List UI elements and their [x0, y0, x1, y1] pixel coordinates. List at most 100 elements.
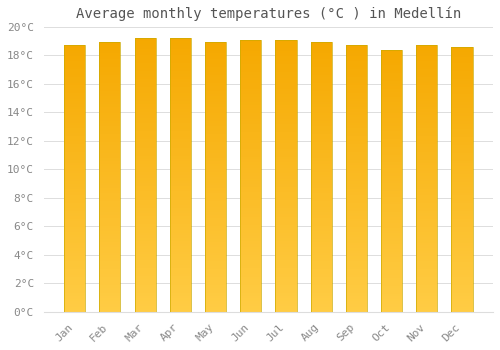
Bar: [205, 261, 226, 264]
Bar: [240, 173, 262, 176]
Bar: [310, 288, 332, 290]
Bar: [205, 118, 226, 121]
Bar: [276, 176, 296, 178]
Bar: [381, 120, 402, 123]
Bar: [310, 304, 332, 307]
Bar: [64, 293, 85, 296]
Bar: [64, 195, 85, 197]
Bar: [64, 290, 85, 293]
Bar: [452, 248, 472, 251]
Bar: [346, 77, 367, 80]
Bar: [346, 120, 367, 122]
Bar: [416, 282, 438, 285]
Bar: [276, 162, 296, 165]
Bar: [205, 134, 226, 137]
Bar: [100, 169, 120, 172]
Bar: [134, 98, 156, 101]
Bar: [276, 94, 296, 97]
Bar: [240, 59, 262, 61]
Bar: [64, 200, 85, 203]
Bar: [452, 227, 472, 230]
Bar: [381, 102, 402, 105]
Bar: [276, 260, 296, 263]
Bar: [381, 183, 402, 186]
Bar: [134, 49, 156, 52]
Bar: [240, 298, 262, 301]
Bar: [240, 113, 262, 116]
Bar: [100, 67, 120, 69]
Bar: [416, 168, 438, 171]
Bar: [381, 262, 402, 265]
Bar: [64, 296, 85, 299]
Bar: [416, 59, 438, 61]
Bar: [346, 173, 367, 176]
Bar: [381, 244, 402, 246]
Bar: [346, 53, 367, 56]
Bar: [240, 233, 262, 236]
Bar: [100, 80, 120, 83]
Bar: [381, 113, 402, 115]
Bar: [276, 50, 296, 53]
Bar: [170, 79, 191, 82]
Bar: [100, 118, 120, 121]
Bar: [416, 272, 438, 275]
Bar: [276, 189, 296, 192]
Bar: [170, 257, 191, 260]
Bar: [205, 88, 226, 91]
Bar: [170, 200, 191, 202]
Bar: [310, 164, 332, 166]
Bar: [276, 110, 296, 113]
Bar: [346, 288, 367, 290]
Bar: [134, 63, 156, 65]
Bar: [205, 96, 226, 99]
Bar: [381, 134, 402, 136]
Bar: [276, 173, 296, 176]
Bar: [346, 216, 367, 219]
Bar: [381, 288, 402, 291]
Bar: [170, 238, 191, 241]
Bar: [205, 290, 226, 293]
Bar: [276, 121, 296, 124]
Bar: [416, 275, 438, 277]
Bar: [134, 68, 156, 71]
Bar: [64, 112, 85, 115]
Bar: [381, 236, 402, 238]
Bar: [310, 234, 332, 237]
Bar: [170, 282, 191, 285]
Bar: [346, 261, 367, 264]
Bar: [381, 181, 402, 183]
Bar: [100, 239, 120, 242]
Bar: [170, 161, 191, 164]
Bar: [452, 182, 472, 185]
Bar: [310, 148, 332, 150]
Bar: [276, 206, 296, 209]
Bar: [170, 68, 191, 71]
Bar: [64, 64, 85, 66]
Bar: [452, 57, 472, 60]
Bar: [134, 126, 156, 128]
Bar: [276, 97, 296, 99]
Bar: [100, 94, 120, 96]
Bar: [134, 186, 156, 189]
Bar: [205, 185, 226, 188]
Bar: [381, 212, 402, 215]
Bar: [240, 197, 262, 200]
Bar: [416, 85, 438, 88]
Bar: [134, 112, 156, 115]
Bar: [170, 211, 191, 214]
Bar: [205, 202, 226, 204]
Bar: [64, 203, 85, 205]
Bar: [240, 219, 262, 222]
Bar: [310, 277, 332, 280]
Bar: [240, 80, 262, 83]
Bar: [276, 290, 296, 293]
Bar: [452, 169, 472, 172]
Bar: [276, 238, 296, 241]
Bar: [205, 67, 226, 69]
Bar: [276, 285, 296, 287]
Bar: [240, 176, 262, 178]
Bar: [205, 45, 226, 48]
Bar: [416, 269, 438, 272]
Bar: [276, 298, 296, 301]
Bar: [64, 304, 85, 307]
